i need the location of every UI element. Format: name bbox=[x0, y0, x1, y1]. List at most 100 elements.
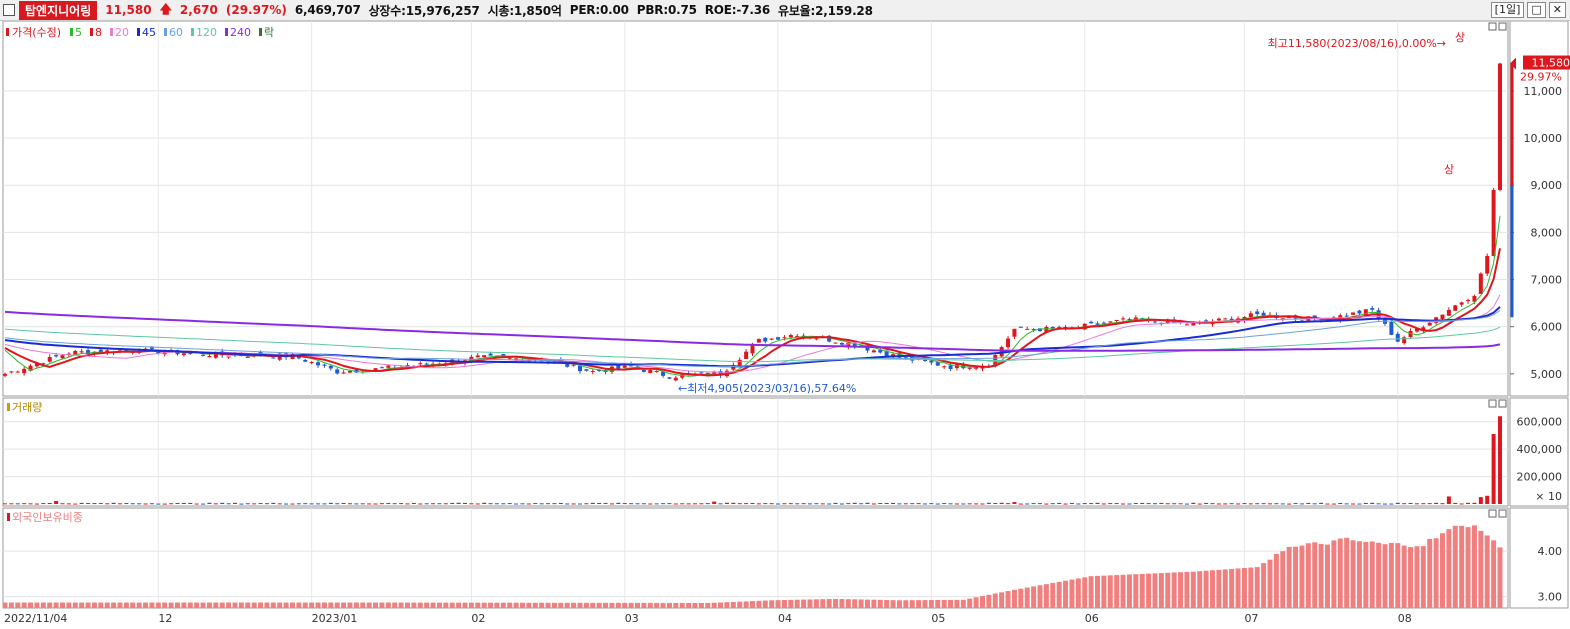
volume-bar bbox=[533, 503, 538, 505]
volume-bar bbox=[622, 503, 627, 505]
foreign-bar bbox=[1139, 573, 1145, 608]
select-checkbox[interactable] bbox=[3, 4, 15, 16]
volume-bar bbox=[47, 503, 52, 505]
foreign-bar bbox=[1280, 551, 1286, 608]
volume-bar bbox=[1069, 502, 1074, 504]
foreign-bar bbox=[916, 600, 922, 608]
foreign-bar bbox=[1395, 543, 1401, 608]
volume-bar bbox=[1344, 503, 1349, 505]
x-tick-label: 2022/11/04 bbox=[4, 612, 67, 625]
foreign-bar bbox=[1491, 540, 1497, 608]
volume-bar bbox=[756, 503, 761, 505]
volume-bar bbox=[1498, 416, 1502, 504]
volume-bar bbox=[1440, 503, 1445, 505]
legend-ma-240: 240 bbox=[230, 26, 251, 39]
foreign-bar bbox=[405, 602, 410, 608]
candle bbox=[833, 342, 838, 344]
candle bbox=[680, 374, 685, 378]
panel-maximize-icon[interactable] bbox=[1498, 399, 1507, 408]
candle bbox=[584, 369, 589, 371]
foreign-bar bbox=[398, 602, 404, 608]
stock-chart[interactable]: 5,0006,0007,0008,0009,00010,00011,000202… bbox=[0, 21, 1570, 629]
x-tick-label: 06 bbox=[1085, 612, 1099, 625]
volume-bar bbox=[820, 503, 825, 505]
volume-bar bbox=[469, 503, 474, 505]
volume-bar bbox=[705, 503, 710, 505]
foreign-tick-label: 3.00 bbox=[1538, 591, 1563, 604]
x-tick-label: 03 bbox=[625, 612, 639, 625]
volume-bar bbox=[929, 503, 934, 505]
foreign-bar bbox=[1018, 588, 1024, 608]
candle bbox=[942, 366, 947, 368]
candle bbox=[699, 372, 704, 374]
panel-minimize-icon[interactable] bbox=[1488, 399, 1497, 408]
stock-name[interactable]: 탑엔지니어링 bbox=[19, 0, 98, 20]
foreign-bar bbox=[28, 602, 34, 608]
last-price-label: 11,580 bbox=[1532, 57, 1570, 70]
foreign-bar bbox=[724, 602, 730, 608]
foreign-bar bbox=[277, 602, 283, 608]
volume-bar bbox=[41, 503, 46, 505]
volume-bar bbox=[1050, 503, 1055, 505]
foreign-bar bbox=[813, 599, 819, 608]
volume-bar bbox=[1427, 503, 1432, 505]
volume-bar bbox=[565, 503, 570, 505]
volume-bar bbox=[1153, 503, 1157, 505]
foreign-bar bbox=[647, 602, 653, 608]
x-tick-label: 07 bbox=[1244, 612, 1258, 625]
foreign-bar bbox=[750, 601, 755, 608]
foreign-bar bbox=[417, 602, 423, 608]
volume-bar bbox=[597, 503, 602, 505]
foreign-bar bbox=[1235, 568, 1241, 608]
candle bbox=[316, 362, 321, 366]
foreign-bar bbox=[1363, 541, 1369, 608]
candle bbox=[1459, 302, 1464, 305]
volume-bar bbox=[648, 503, 653, 505]
foreign-bar bbox=[1344, 537, 1350, 608]
panel-minimize-icon[interactable] bbox=[1488, 22, 1497, 31]
volume-bar bbox=[539, 503, 544, 505]
candle bbox=[1478, 273, 1483, 294]
volume-bar bbox=[379, 503, 384, 505]
close-icon[interactable]: ✕ bbox=[1548, 2, 1566, 18]
volume-bar bbox=[169, 503, 174, 505]
maximize-icon[interactable]: □ bbox=[1527, 2, 1546, 18]
foreign-bar bbox=[1261, 563, 1267, 608]
panel-maximize-icon[interactable] bbox=[1498, 22, 1507, 31]
foreign-bar bbox=[117, 602, 123, 608]
foreign-bar bbox=[500, 602, 506, 608]
upper-limit-marker: 상 bbox=[1444, 163, 1454, 176]
foreign-bar bbox=[194, 602, 200, 608]
foreign-bar bbox=[1222, 569, 1228, 608]
candle bbox=[60, 355, 65, 359]
candle bbox=[335, 369, 340, 374]
volume-bar bbox=[526, 503, 531, 505]
foreign-bar bbox=[564, 602, 570, 608]
panel-frame-2 bbox=[2, 397, 1509, 507]
foreign-bar bbox=[635, 602, 640, 608]
foreign-bar bbox=[641, 602, 647, 608]
candle bbox=[9, 371, 14, 373]
candle bbox=[488, 353, 493, 356]
market-cap: 시총:1,850억 bbox=[487, 3, 562, 18]
volume-bar bbox=[897, 503, 902, 505]
foreign-bar bbox=[660, 602, 666, 608]
price-change: 2,670 bbox=[179, 3, 218, 17]
foreign-bar bbox=[264, 602, 270, 608]
volume-bar bbox=[220, 502, 225, 504]
candle bbox=[884, 350, 889, 357]
foreign-bar bbox=[903, 600, 909, 608]
panel-minimize-icon[interactable] bbox=[1488, 509, 1497, 518]
volume-bar bbox=[1357, 503, 1362, 505]
period-selector[interactable]: [1일] bbox=[1490, 2, 1525, 18]
volume-bar bbox=[1114, 503, 1119, 505]
panel-maximize-icon[interactable] bbox=[1498, 509, 1507, 518]
volume-bar bbox=[1395, 502, 1400, 504]
foreign-bar bbox=[1350, 540, 1356, 608]
candle bbox=[846, 342, 851, 347]
candle bbox=[348, 370, 352, 373]
legend-marker bbox=[110, 28, 113, 36]
candle bbox=[1255, 311, 1260, 315]
legend-marker bbox=[90, 28, 93, 36]
foreign-bar bbox=[1382, 544, 1388, 608]
